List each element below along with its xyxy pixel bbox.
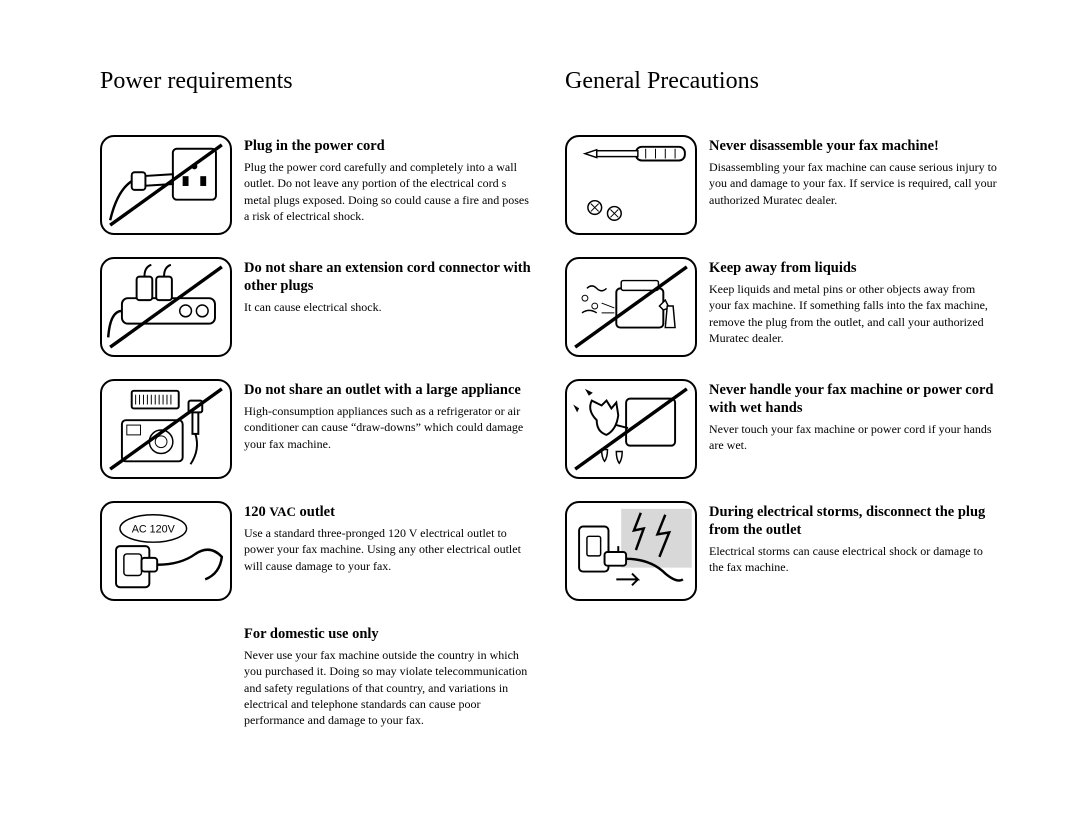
item-domestic-use: For domestic use only Never use your fax… bbox=[100, 623, 535, 728]
item-liquids: Keep away from liquids Keep liquids and … bbox=[565, 257, 1000, 357]
item-title: Never disassemble your fax machine! bbox=[709, 137, 1000, 155]
item-extension-cord: Do not share an extension cord connector… bbox=[100, 257, 535, 357]
icon-plug-outlet bbox=[100, 135, 232, 235]
item-title: Plug in the power cord bbox=[244, 137, 535, 155]
icon-vac-outlet: AC 120V bbox=[100, 501, 232, 601]
item-title: Do not share an extension cord connector… bbox=[244, 259, 535, 295]
section-title-left: Power requirements bbox=[100, 68, 535, 95]
title-prefix: 120 bbox=[244, 504, 269, 520]
item-body: Never use your fax machine outside the c… bbox=[244, 647, 535, 728]
icon-large-appliance bbox=[100, 379, 232, 479]
item-text: Do not share an extension cord connector… bbox=[244, 257, 535, 357]
item-text: During electrical storms, disconnect the… bbox=[709, 501, 1000, 601]
item-text: Do not share an outlet with a large appl… bbox=[244, 379, 535, 479]
title-suffix: outlet bbox=[296, 504, 335, 520]
item-wet-hands: Never handle your fax machine or power c… bbox=[565, 379, 1000, 479]
right-column: General Precautions bbox=[565, 68, 1000, 750]
icon-label-text: AC 120V bbox=[132, 523, 176, 535]
item-title: Do not share an outlet with a large appl… bbox=[244, 381, 535, 399]
item-title: During electrical storms, disconnect the… bbox=[709, 503, 1000, 539]
item-title: 120 VAC outlet bbox=[244, 503, 535, 521]
page: Power requirements Plug in the power cor… bbox=[100, 68, 1000, 750]
item-text: Never handle your fax machine or power c… bbox=[709, 379, 1000, 479]
item-body: Plug the power cord carefully and comple… bbox=[244, 159, 535, 224]
left-column: Power requirements Plug in the power cor… bbox=[100, 68, 535, 750]
item-body: High-consumption appliances such as a re… bbox=[244, 403, 535, 452]
item-title: Keep away from liquids bbox=[709, 259, 1000, 277]
item-body: It can cause electrical shock. bbox=[244, 299, 535, 315]
item-text: Never disassemble your fax machine! Disa… bbox=[709, 135, 1000, 235]
item-body: Disassembling your fax machine can cause… bbox=[709, 159, 1000, 208]
item-text: 120 VAC outlet Use a standard three-pron… bbox=[244, 501, 535, 601]
item-body: Never touch your fax machine or power co… bbox=[709, 421, 1000, 453]
section-title-right: General Precautions bbox=[565, 68, 1000, 95]
item-body: Use a standard three-pronged 120 V elect… bbox=[244, 525, 535, 574]
item-title: Never handle your fax machine or power c… bbox=[709, 381, 1000, 417]
item-text: For domestic use only Never use your fax… bbox=[244, 623, 535, 728]
icon-extension-cord bbox=[100, 257, 232, 357]
item-title: For domestic use only bbox=[244, 625, 535, 643]
icon-screwdriver bbox=[565, 135, 697, 235]
item-disassemble: Never disassemble your fax machine! Disa… bbox=[565, 135, 1000, 235]
item-text: Plug in the power cord Plug the power co… bbox=[244, 135, 535, 235]
item-body: Electrical storms can cause electrical s… bbox=[709, 543, 1000, 575]
item-text: Keep away from liquids Keep liquids and … bbox=[709, 257, 1000, 357]
icon-wet-hands bbox=[565, 379, 697, 479]
item-electrical-storm: During electrical storms, disconnect the… bbox=[565, 501, 1000, 601]
item-large-appliance: Do not share an outlet with a large appl… bbox=[100, 379, 535, 479]
icon-liquids bbox=[565, 257, 697, 357]
icon-unplug-storm bbox=[565, 501, 697, 601]
item-vac-outlet: AC 120V 120 VAC outlet Use a standard th… bbox=[100, 501, 535, 601]
item-plug-power-cord: Plug in the power cord Plug the power co… bbox=[100, 135, 535, 235]
item-body: Keep liquids and metal pins or other obj… bbox=[709, 281, 1000, 346]
title-smallcaps: VAC bbox=[269, 504, 296, 519]
